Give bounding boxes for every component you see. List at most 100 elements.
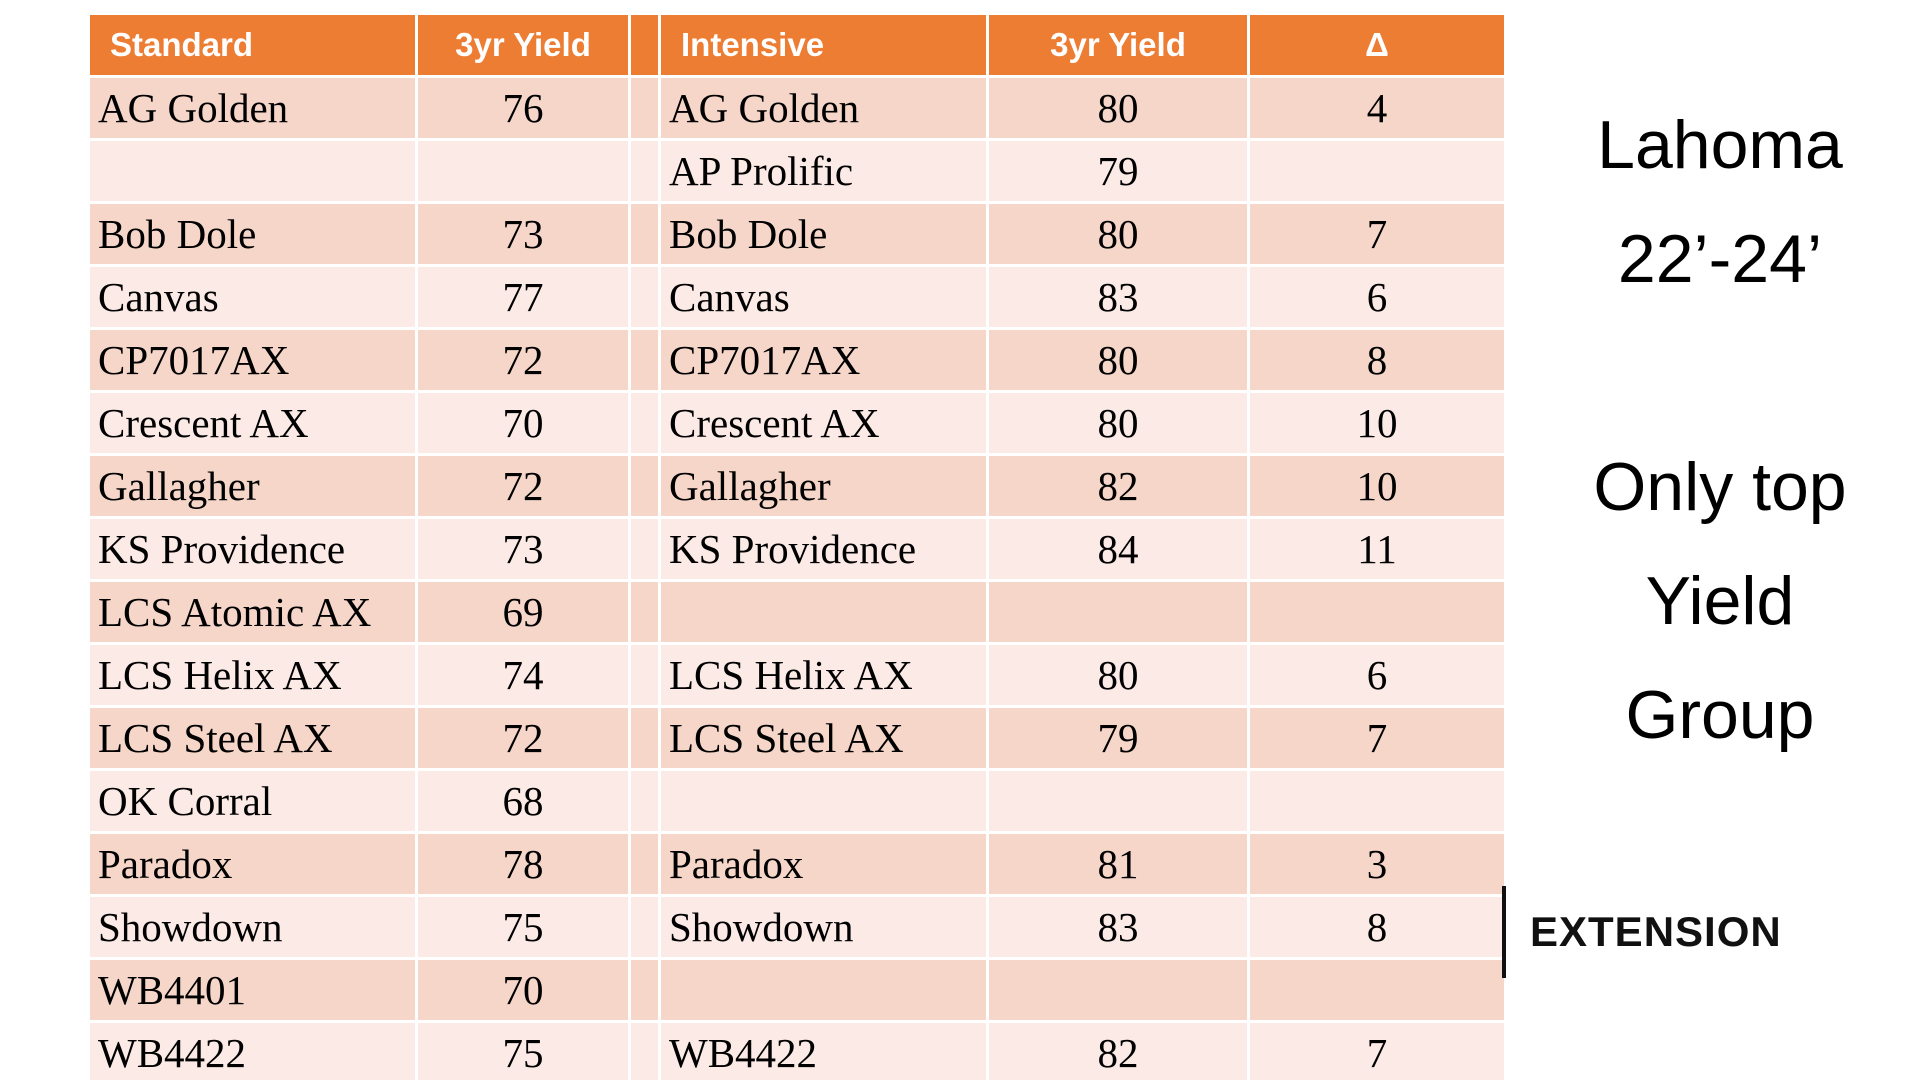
table-cell [90, 141, 415, 201]
table-cell [1250, 771, 1504, 831]
table-cell: Paradox [661, 834, 986, 894]
table-cell: 4 [1250, 78, 1504, 138]
table-cell: 83 [989, 897, 1247, 957]
table-cell: 72 [418, 456, 628, 516]
table-cell: 10 [1250, 456, 1504, 516]
table-cell: 72 [418, 330, 628, 390]
table-cell: 80 [989, 78, 1247, 138]
note-label: Only top Yield Group [1520, 430, 1920, 772]
table-cell: 76 [418, 78, 628, 138]
table-cell: CP7017AX [661, 330, 986, 390]
table-cell: Paradox [90, 834, 415, 894]
table-cell: 6 [1250, 645, 1504, 705]
table-cell: 72 [418, 708, 628, 768]
table-cell [631, 330, 658, 390]
table-cell [631, 519, 658, 579]
table-cell: 84 [989, 519, 1247, 579]
note-line-2: Yield [1645, 563, 1795, 639]
table-cell: Gallagher [661, 456, 986, 516]
table-cell: 80 [989, 393, 1247, 453]
table-cell [631, 771, 658, 831]
table-cell: WB4401 [90, 960, 415, 1020]
table-cell: 6 [1250, 267, 1504, 327]
table-cell: 79 [989, 141, 1247, 201]
table-cell: AG Golden [90, 78, 415, 138]
table-cell: 70 [418, 960, 628, 1020]
variety-yield-table: Standard 3yr Yield Intensive 3yr Yield Δ AG G… [90, 15, 1504, 1080]
table-cell [631, 645, 658, 705]
table-cell: 73 [418, 204, 628, 264]
table-cell: 75 [418, 1023, 628, 1080]
table-cell [661, 960, 986, 1020]
table-cell: 7 [1250, 204, 1504, 264]
table-cell: 82 [989, 1023, 1247, 1080]
table-cell: Canvas [661, 267, 986, 327]
table-cell [631, 960, 658, 1020]
table-cell: OK Corral [90, 771, 415, 831]
table-cell [661, 582, 986, 642]
note-line-1: Only top [1593, 449, 1847, 525]
table-cell: Bob Dole [661, 204, 986, 264]
table-cell [661, 771, 986, 831]
table-cell [631, 708, 658, 768]
table-cell [631, 204, 658, 264]
table-cell: Showdown [90, 897, 415, 957]
table-cell: 78 [418, 834, 628, 894]
column-header-delta: Δ [1250, 15, 1504, 75]
table-cell: 80 [989, 645, 1247, 705]
table-cell: 83 [989, 267, 1247, 327]
table-cell: LCS Steel AX [661, 708, 986, 768]
table-cell: 74 [418, 645, 628, 705]
column-header-intensive-yield: 3yr Yield [989, 15, 1247, 75]
table-cell: LCS Helix AX [661, 645, 986, 705]
table-cell [989, 771, 1247, 831]
table-cell [989, 960, 1247, 1020]
table-cell: AP Prolific [661, 141, 986, 201]
table-cell [989, 582, 1247, 642]
table-cell: Canvas [90, 267, 415, 327]
table-cell [631, 1023, 658, 1080]
location-line-2: 22’-24’ [1617, 221, 1823, 297]
extension-logo-bar-icon [1502, 886, 1506, 978]
table-cell [631, 456, 658, 516]
table-cell: Gallagher [90, 456, 415, 516]
table-cell [631, 897, 658, 957]
table-cell: Showdown [661, 897, 986, 957]
table-cell [1250, 141, 1504, 201]
table-cell: 70 [418, 393, 628, 453]
extension-logo: EXTENSION [1502, 886, 1782, 978]
table-cell: 7 [1250, 708, 1504, 768]
table-cell: Crescent AX [90, 393, 415, 453]
table-cell: WB4422 [661, 1023, 986, 1080]
table-cell: 75 [418, 897, 628, 957]
table-cell: LCS Steel AX [90, 708, 415, 768]
table-cell: 10 [1250, 393, 1504, 453]
table-cell: 79 [989, 708, 1247, 768]
table-cell: 3 [1250, 834, 1504, 894]
table-cell [631, 393, 658, 453]
table-cell: 77 [418, 267, 628, 327]
table-cell: 8 [1250, 897, 1504, 957]
table-cell: 11 [1250, 519, 1504, 579]
table-cell: Crescent AX [661, 393, 986, 453]
extension-logo-text: EXTENSION [1530, 908, 1782, 955]
table-cell: KS Providence [90, 519, 415, 579]
table-cell: LCS Atomic AX [90, 582, 415, 642]
table-cell: AG Golden [661, 78, 986, 138]
table-cell: LCS Helix AX [90, 645, 415, 705]
note-line-3: Group [1625, 677, 1815, 753]
location-label: Lahoma 22’-24’ [1520, 88, 1920, 316]
table-cell: 8 [1250, 330, 1504, 390]
column-header-standard: Standard [90, 15, 415, 75]
table-cell: CP7017AX [90, 330, 415, 390]
table-cell: WB4422 [90, 1023, 415, 1080]
column-header-intensive: Intensive [661, 15, 986, 75]
column-header-standard-yield: 3yr Yield [418, 15, 628, 75]
table-cell: KS Providence [661, 519, 986, 579]
table-cell: 80 [989, 330, 1247, 390]
table-cell: 68 [418, 771, 628, 831]
location-line-1: Lahoma [1597, 107, 1843, 183]
table-cell [631, 78, 658, 138]
table-cell: 80 [989, 204, 1247, 264]
